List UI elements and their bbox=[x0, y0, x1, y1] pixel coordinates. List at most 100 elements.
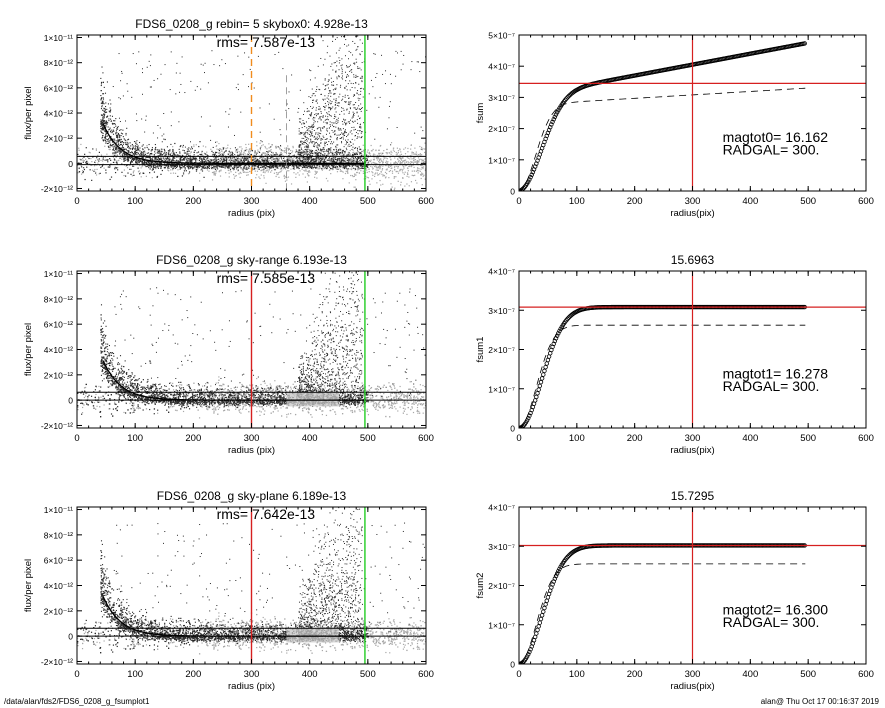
scatter-point bbox=[320, 158, 322, 160]
scatter-point bbox=[160, 166, 163, 168]
scatter-point bbox=[211, 179, 214, 181]
scatter-point bbox=[78, 167, 80, 169]
scatter-point bbox=[229, 169, 231, 172]
scatter-point bbox=[273, 163, 275, 165]
scatter-point bbox=[160, 163, 162, 165]
scatter-point bbox=[168, 162, 170, 165]
scatter-point bbox=[147, 165, 149, 167]
scatter-point bbox=[149, 154, 151, 156]
scatter-point bbox=[341, 160, 343, 162]
scatter-point bbox=[146, 165, 148, 167]
scatter-point bbox=[167, 169, 169, 171]
scatter-point bbox=[199, 164, 201, 167]
scatter-point bbox=[213, 166, 216, 168]
scatter-point bbox=[294, 151, 297, 153]
scatter-point bbox=[349, 168, 351, 170]
scatter-point bbox=[102, 158, 104, 161]
scatter-point bbox=[332, 157, 334, 159]
scatter-point bbox=[239, 161, 241, 163]
scatter-point bbox=[117, 141, 119, 143]
scatter-point bbox=[352, 167, 354, 169]
scatter-point bbox=[295, 150, 297, 153]
scatter-point bbox=[413, 170, 416, 172]
scatter-point bbox=[327, 81, 329, 83]
scatter-point bbox=[318, 118, 320, 120]
scatter-point bbox=[121, 145, 124, 147]
scatter-point bbox=[354, 147, 356, 149]
scatter-point bbox=[257, 164, 259, 167]
scatter-point bbox=[100, 131, 102, 133]
scatter-point bbox=[282, 160, 284, 162]
scatter-point bbox=[109, 128, 111, 130]
scatter-point bbox=[387, 164, 390, 166]
scatter-point bbox=[307, 174, 309, 176]
scatter-point bbox=[167, 157, 169, 160]
scatter-point bbox=[335, 168, 338, 170]
scatter-point bbox=[247, 166, 249, 168]
scatter-point bbox=[399, 149, 401, 151]
scatter-point bbox=[321, 160, 323, 162]
scatter-point bbox=[277, 159, 279, 161]
scatter-point bbox=[397, 161, 400, 163]
scatter-point bbox=[259, 160, 261, 162]
scatter-point bbox=[261, 160, 263, 162]
scatter-point bbox=[222, 146, 224, 149]
scatter-point bbox=[382, 183, 384, 185]
scatter-point bbox=[112, 149, 114, 151]
scatter-point bbox=[171, 161, 173, 163]
scatter-point bbox=[217, 165, 219, 167]
scatter-point bbox=[326, 144, 328, 146]
scatter-point bbox=[233, 165, 235, 167]
scatter-point bbox=[115, 118, 117, 120]
scatter-point bbox=[80, 143, 82, 146]
scatter-point bbox=[235, 158, 237, 160]
scatter-point bbox=[232, 160, 234, 162]
scatter-point bbox=[337, 117, 339, 119]
scatter-point bbox=[312, 135, 314, 137]
scatter-point bbox=[268, 163, 270, 165]
scatter-point bbox=[134, 158, 136, 160]
scatter-point bbox=[305, 169, 307, 171]
scatter-point bbox=[171, 152, 173, 154]
scatter-point bbox=[328, 111, 330, 113]
scatter-point bbox=[375, 149, 377, 152]
scatter-point bbox=[135, 161, 137, 163]
scatter-point bbox=[352, 83, 354, 85]
scatter-point bbox=[340, 163, 342, 165]
scatter-point bbox=[170, 172, 172, 174]
scatter-point bbox=[344, 152, 346, 154]
scatter-point bbox=[105, 111, 107, 113]
scatter-point bbox=[169, 161, 171, 163]
scatter-point bbox=[129, 142, 131, 144]
scatter-point bbox=[372, 168, 374, 170]
scatter-point bbox=[261, 156, 263, 158]
scatter-point bbox=[291, 151, 293, 154]
scatter-point bbox=[302, 151, 304, 153]
scatter-point bbox=[320, 127, 322, 129]
scatter-point bbox=[133, 170, 135, 172]
scatter-point bbox=[107, 140, 109, 142]
scatter-point bbox=[417, 167, 419, 169]
scatter-point bbox=[330, 125, 332, 127]
scatter-point bbox=[328, 152, 330, 154]
scatter-point bbox=[347, 139, 349, 141]
scatter-point bbox=[276, 154, 278, 156]
scatter-point bbox=[186, 156, 188, 158]
scatter-point bbox=[259, 151, 261, 154]
scatter-point bbox=[298, 165, 300, 167]
scatter-point bbox=[228, 150, 230, 152]
scatter-point bbox=[334, 167, 337, 169]
scatter-point bbox=[406, 167, 409, 169]
scatter-point bbox=[324, 98, 326, 100]
scatter-point bbox=[199, 161, 201, 164]
scatter-point bbox=[185, 170, 187, 172]
scatter-point bbox=[307, 166, 309, 168]
scatter-point bbox=[296, 166, 298, 168]
scatter-point bbox=[118, 139, 120, 141]
scatter-point bbox=[129, 164, 131, 167]
scatter-point bbox=[278, 176, 280, 178]
scatter-point bbox=[347, 103, 349, 105]
scatter-point bbox=[228, 157, 230, 159]
scatter-point bbox=[310, 106, 312, 108]
scatter-point bbox=[116, 151, 118, 153]
